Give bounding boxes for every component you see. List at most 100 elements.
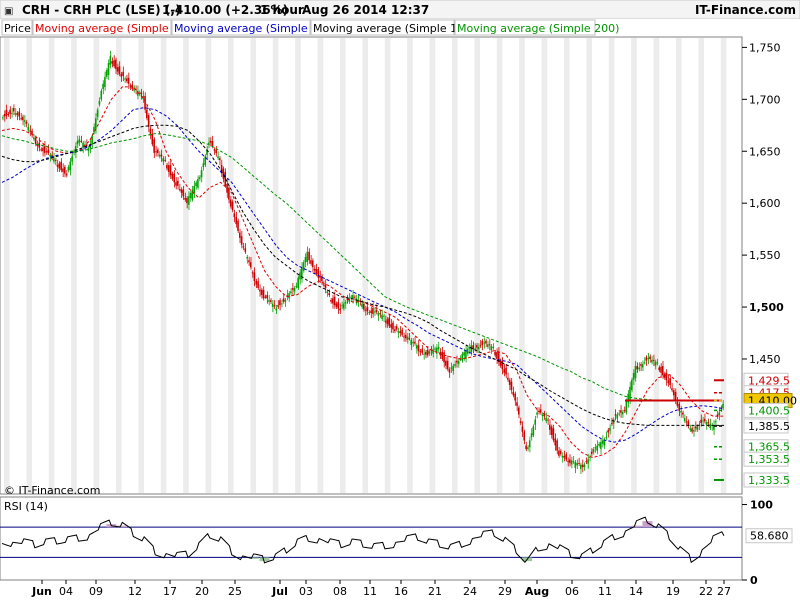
price-bar — [248, 260, 250, 263]
price-bar — [432, 349, 434, 354]
price-bar — [406, 336, 409, 340]
price-bar — [722, 403, 724, 409]
price-bar — [91, 135, 93, 145]
price-bar — [527, 447, 529, 450]
price-bar — [636, 366, 639, 370]
price-bar — [536, 412, 538, 415]
price-bar — [678, 404, 681, 411]
level-badge — [743, 451, 789, 467]
price-bar — [687, 421, 690, 425]
legend-item[interactable] — [171, 19, 311, 36]
price-bar — [105, 69, 108, 77]
price-plot: 1,750 1,700 1,650 1,600 1,550 1,500 1,450 1,429… — [0, 36, 797, 495]
price-bar — [332, 298, 334, 304]
price-bar — [714, 421, 717, 423]
price-bar — [2, 117, 4, 119]
level-label: 1,429.5 — [748, 374, 790, 387]
price-bar — [264, 296, 267, 298]
legend-item[interactable] — [454, 19, 596, 36]
legend-item-label: Moving average (Simple 100) — [313, 22, 475, 35]
price-bar — [680, 411, 682, 413]
price-bar — [658, 367, 660, 371]
price-bar — [700, 419, 702, 423]
rsi-line — [1, 516, 725, 564]
price-bar — [153, 139, 155, 153]
price-bar — [707, 422, 710, 424]
price-bar — [341, 305, 343, 307]
price-bar — [567, 461, 569, 463]
session-band — [541, 38, 548, 493]
price-bar — [240, 236, 243, 245]
price-bar — [317, 269, 320, 278]
price-bar — [304, 256, 307, 263]
price-bar — [308, 251, 310, 261]
price-bar — [259, 289, 261, 292]
price-bar — [417, 345, 420, 352]
price-bar — [313, 268, 316, 271]
price-bar — [572, 461, 575, 463]
x-tick-label: Aug — [525, 585, 549, 598]
session-band — [340, 38, 346, 493]
price-bar — [651, 359, 653, 363]
price-bar — [299, 272, 301, 280]
session-band — [183, 38, 189, 493]
session-band — [653, 38, 660, 493]
y-tick-label: 1,750 — [749, 41, 781, 54]
price-bar — [200, 170, 203, 178]
legend-item[interactable] — [310, 19, 455, 36]
price-bar — [627, 393, 629, 403]
rsi-current-badge — [745, 528, 793, 544]
price-bar — [124, 78, 126, 80]
price-bar — [111, 61, 113, 64]
price-bar — [565, 454, 567, 460]
price-bar — [452, 365, 454, 371]
price-bar — [589, 456, 591, 458]
price-bar — [306, 251, 309, 262]
price-bar — [326, 291, 329, 294]
price-bar — [516, 402, 518, 406]
price-bar — [399, 331, 402, 334]
session-band — [720, 38, 727, 493]
price-bar — [539, 409, 542, 413]
price-bar — [120, 74, 123, 77]
price-bar — [290, 291, 292, 294]
session-band — [429, 38, 436, 493]
price-bar — [20, 118, 22, 120]
price-bar — [446, 360, 449, 370]
x-tick-label: 17 — [163, 585, 177, 598]
price-bar — [36, 144, 39, 146]
x-tick-label: Jun — [31, 585, 52, 598]
legend-item-label: Moving average (Simple 20) — [35, 22, 190, 35]
price-bar — [193, 186, 196, 193]
price-bar — [665, 372, 668, 381]
price-bar — [472, 345, 474, 350]
price-bar — [224, 172, 227, 186]
collapse-icon[interactable]: ▣ — [4, 6, 13, 17]
price-bar — [268, 300, 270, 302]
price-bar — [158, 154, 161, 157]
price-bar — [142, 95, 144, 100]
price-bar — [246, 256, 248, 259]
price-bar — [554, 438, 557, 446]
price-bar — [333, 296, 336, 306]
price-bar — [149, 128, 152, 136]
legend-item[interactable] — [32, 19, 172, 36]
price-bar — [237, 220, 239, 231]
price-bar — [656, 362, 659, 364]
legend-item[interactable] — [1, 19, 33, 36]
price-bar — [519, 421, 522, 424]
price-bar — [107, 63, 110, 75]
price-bar — [647, 358, 650, 360]
price-bar — [583, 464, 586, 468]
price-bar — [226, 184, 228, 193]
price-bar — [244, 248, 247, 252]
x-tick-label: 24 — [463, 585, 477, 598]
price-bar — [18, 111, 21, 117]
price-bar — [297, 277, 299, 288]
price-bar — [58, 163, 61, 169]
session-band — [586, 38, 592, 493]
price-bar — [146, 109, 148, 119]
price-bar — [512, 391, 515, 396]
price-bar — [49, 154, 52, 157]
price-bar — [310, 260, 312, 264]
